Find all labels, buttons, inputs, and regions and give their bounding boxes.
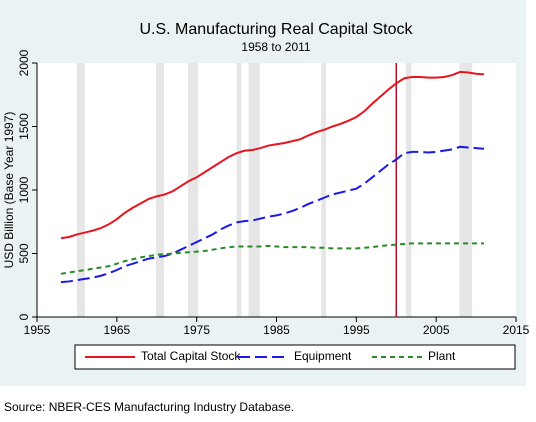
- x-tick-label: 2015: [503, 323, 530, 337]
- series-line: [60, 70, 485, 240]
- y-tick-label: 2000: [17, 49, 31, 76]
- x-tick-label: 1955: [24, 323, 51, 337]
- shaded-period: [405, 63, 412, 317]
- plot-area: [37, 63, 516, 317]
- x-tick-label: 1985: [263, 323, 290, 337]
- y-axis-label: USD Billion (Base Year 1997): [2, 112, 16, 269]
- y-tick-label: 1000: [17, 176, 31, 203]
- y-tick-label: 1500: [17, 113, 31, 140]
- legend-box: [74, 344, 516, 370]
- shaded-period: [155, 63, 164, 317]
- x-tick-label: 1965: [103, 323, 130, 337]
- shaded-period: [76, 63, 85, 317]
- chart-subtitle: 1958 to 2011: [241, 40, 311, 54]
- shaded-period: [187, 63, 199, 317]
- series-line: [60, 242, 485, 275]
- legend-label: Equipment: [294, 349, 352, 363]
- legend-label: Total Capital Stock: [141, 349, 241, 363]
- x-tick-label: 1975: [183, 323, 210, 337]
- chart-title: U.S. Manufacturing Real Capital Stock: [139, 21, 413, 38]
- shaded-period: [248, 63, 260, 317]
- shaded-period: [321, 63, 326, 317]
- x-tick-label: 2005: [423, 323, 450, 337]
- y-tick-label: 0: [17, 313, 31, 320]
- shaded-period: [236, 63, 242, 317]
- source-note: Source: NBER-CES Manufacturing Industry …: [4, 400, 294, 414]
- legend-label: Plant: [428, 349, 456, 363]
- y-tick-label: 500: [17, 243, 31, 263]
- series-line: [60, 145, 485, 284]
- shaded-period: [459, 63, 473, 317]
- x-tick-label: 1995: [343, 323, 370, 337]
